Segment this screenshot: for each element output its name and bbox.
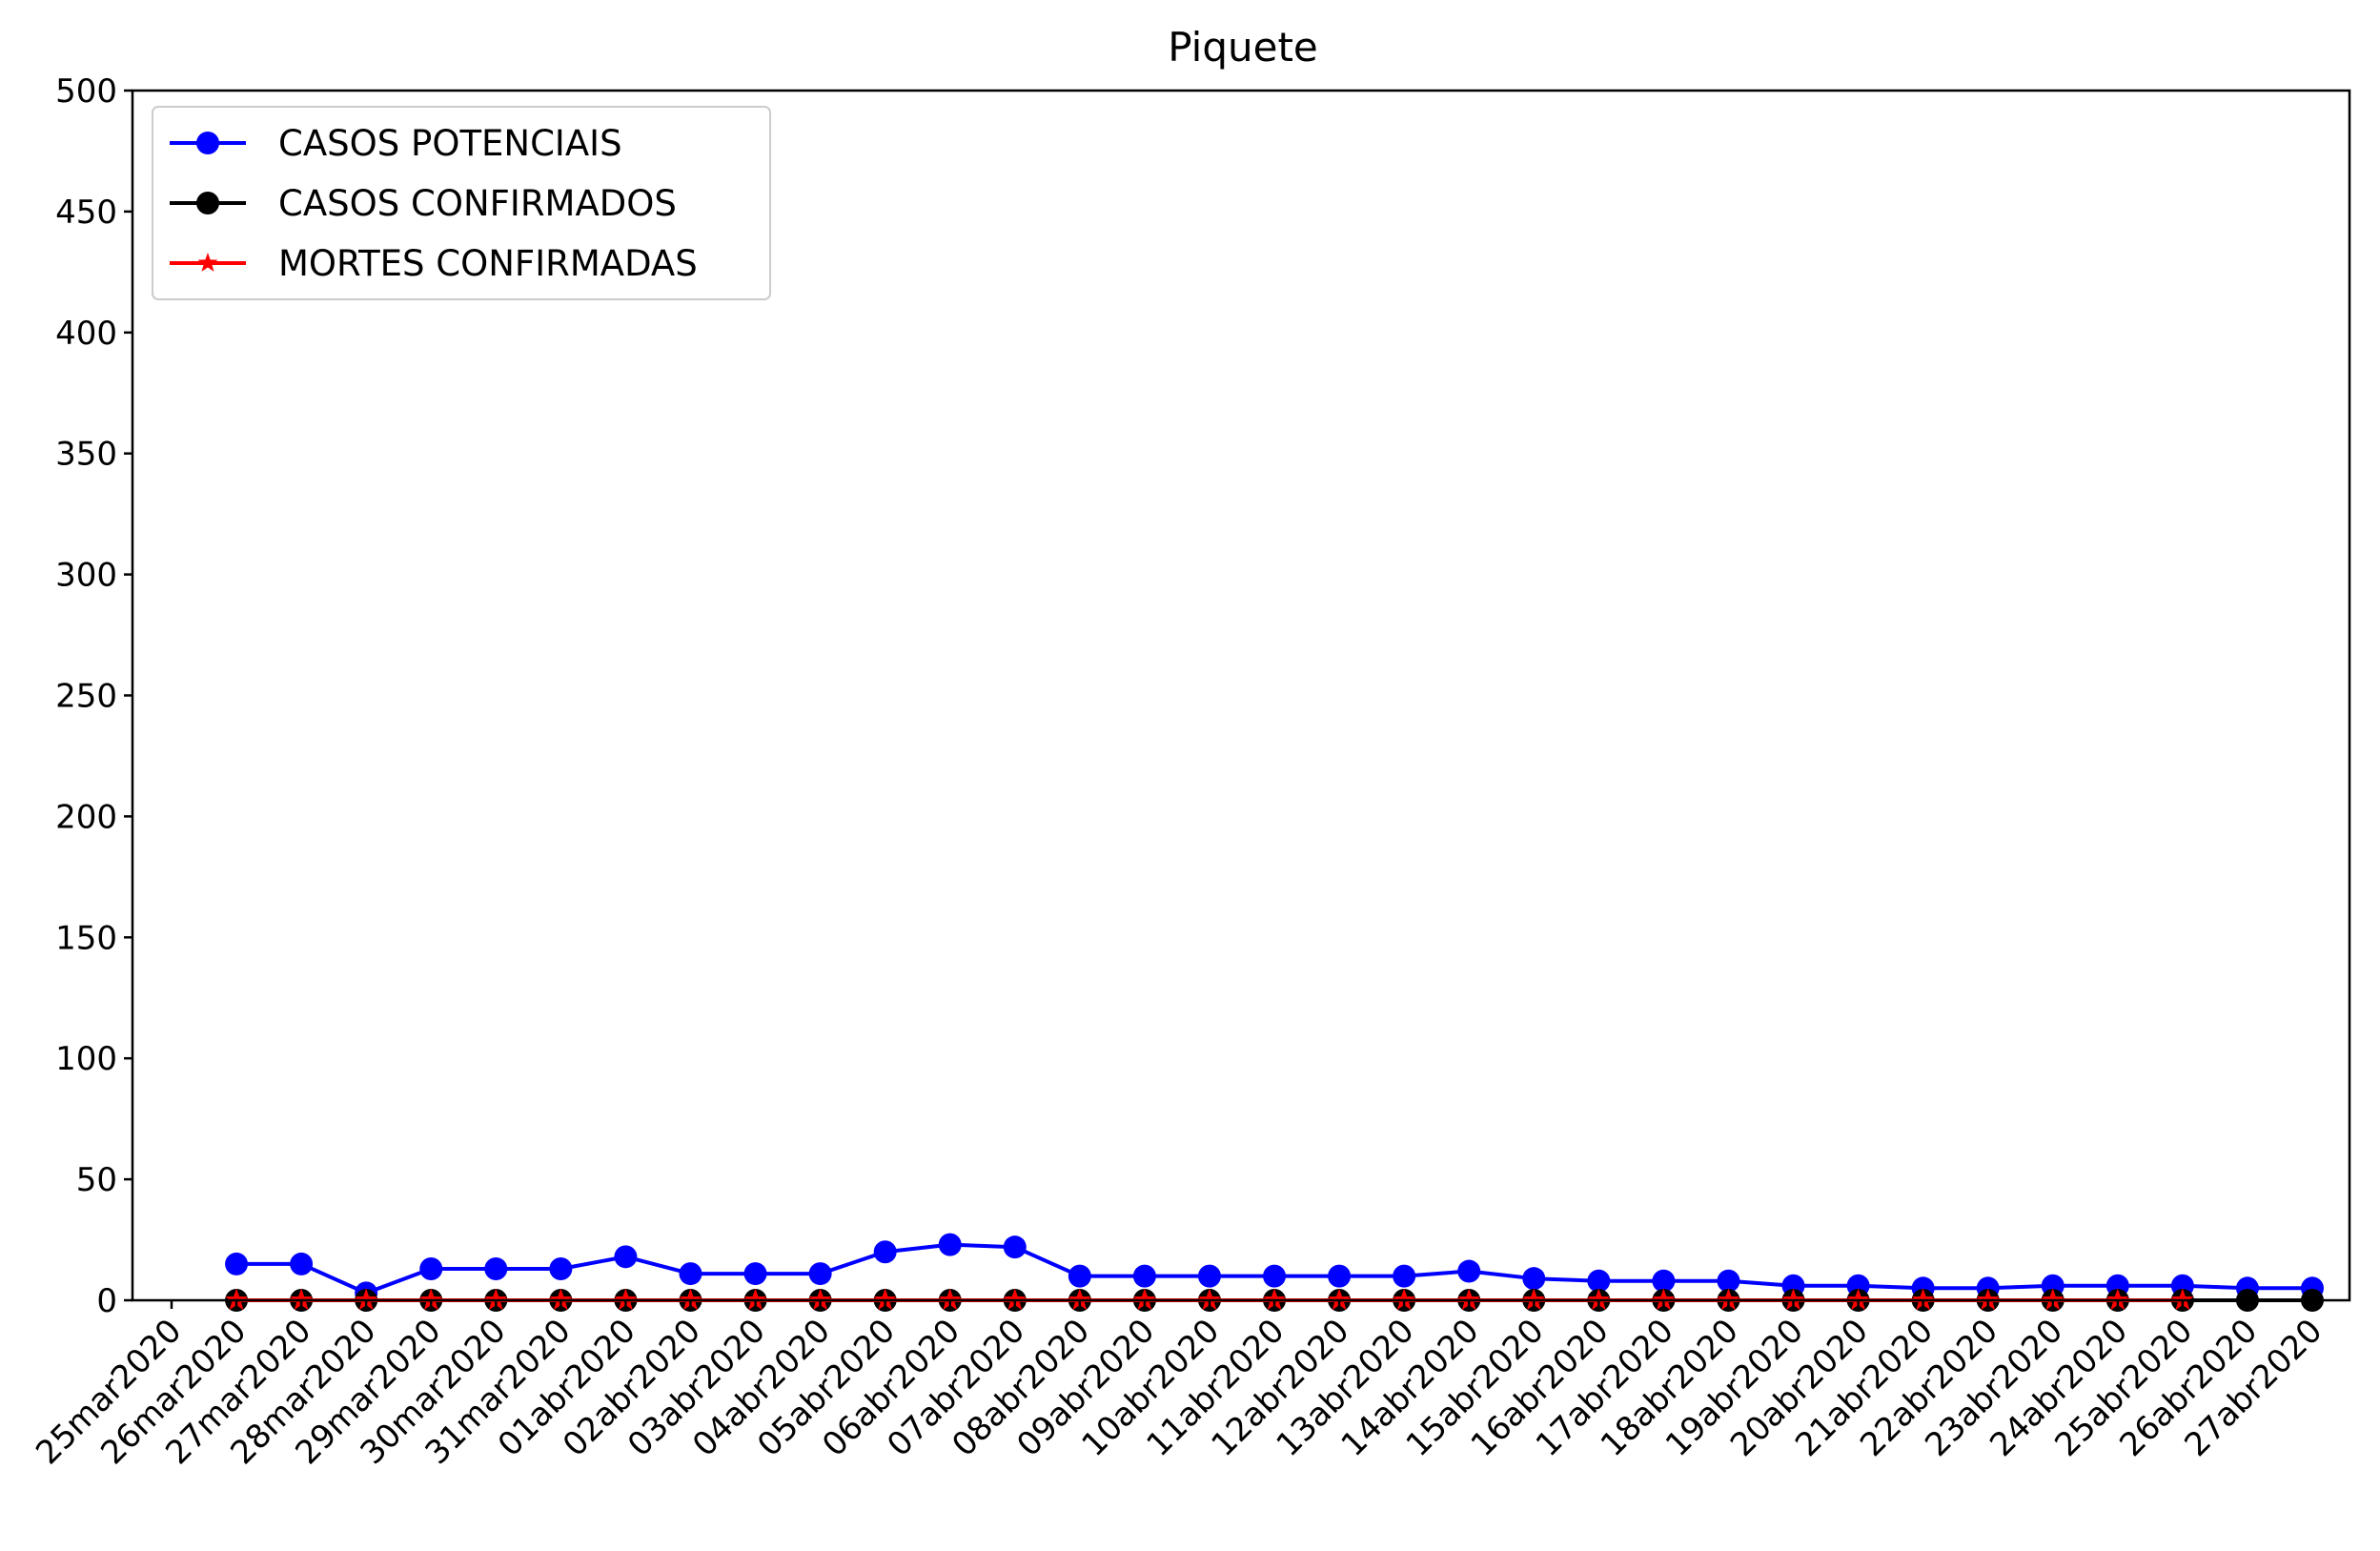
y-tick-label: 350	[55, 436, 117, 474]
data-point	[1132, 1264, 1156, 1288]
y-tick-label: 50	[76, 1161, 117, 1199]
data-point	[419, 1257, 443, 1281]
y-tick-label: 100	[55, 1040, 117, 1078]
chart-title: Piquete	[1168, 24, 1318, 71]
data-point	[1197, 1264, 1221, 1288]
legend-box	[152, 106, 771, 300]
legend-label: CASOS POTENCIAIS	[278, 123, 622, 164]
data-point	[290, 1252, 314, 1275]
data-point	[743, 1262, 767, 1286]
data-point	[1003, 1235, 1027, 1259]
data-point	[1263, 1264, 1287, 1288]
data-point	[873, 1240, 897, 1264]
y-tick-label: 0	[96, 1282, 117, 1320]
data-point	[808, 1262, 832, 1286]
data-point	[225, 1252, 249, 1275]
data-point	[1587, 1269, 1611, 1293]
legend-entry: CASOS POTENCIAIS	[170, 123, 622, 164]
data-point	[549, 1257, 573, 1281]
y-tick-label: 150	[55, 919, 117, 957]
legend-entry: CASOS CONFIRMADOS	[170, 183, 677, 224]
data-point	[1522, 1267, 1546, 1291]
data-point	[1652, 1269, 1676, 1293]
y-tick-label: 400	[55, 315, 117, 353]
data-point	[938, 1233, 962, 1256]
data-point	[1068, 1264, 1091, 1288]
data-point	[484, 1257, 508, 1281]
data-point	[1717, 1269, 1740, 1293]
data-point	[1328, 1264, 1352, 1288]
y-tick-label: 250	[55, 678, 117, 716]
y-tick-label: 300	[55, 557, 117, 595]
data-point	[614, 1245, 638, 1269]
legend-marker	[196, 132, 219, 154]
data-point	[1457, 1259, 1481, 1283]
y-tick-label: 450	[55, 194, 117, 232]
legend-marker	[197, 253, 218, 272]
legend-marker	[196, 192, 219, 214]
data-point	[679, 1262, 702, 1286]
y-tick-label: 500	[55, 72, 117, 111]
legend-label: MORTES CONFIRMADAS	[278, 243, 698, 284]
legend-entry: MORTES CONFIRMADAS	[170, 243, 698, 284]
data-point	[1393, 1264, 1416, 1288]
y-tick-label: 200	[55, 798, 117, 836]
legend-label: CASOS CONFIRMADOS	[278, 183, 677, 224]
series-1	[225, 1233, 2324, 1305]
